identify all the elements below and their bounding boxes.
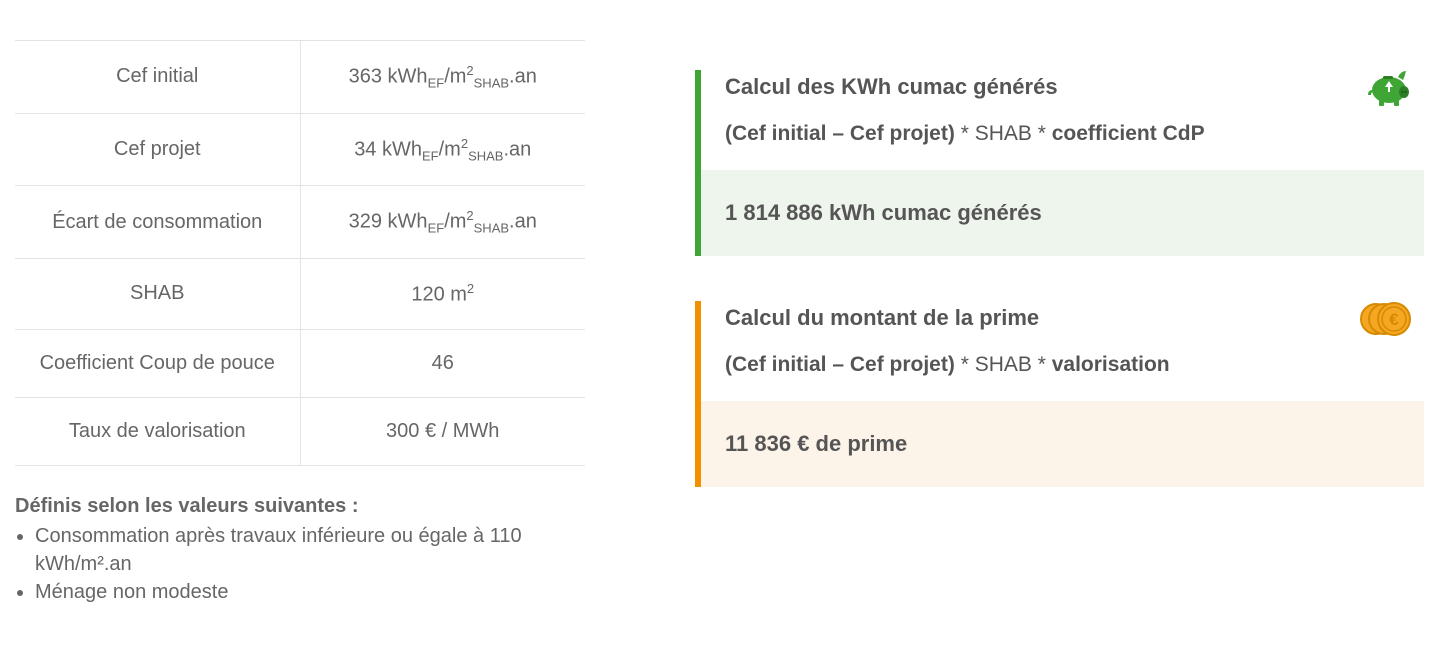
list-item: Consommation après travaux inférieure ou… bbox=[35, 522, 585, 578]
svg-text:€: € bbox=[1389, 310, 1399, 329]
table-row: Taux de valorisation300 € / MWh bbox=[15, 397, 585, 465]
coins-icon: € bbox=[1360, 299, 1414, 339]
calc-prime-title: Calcul du montant de la prime bbox=[725, 301, 1400, 331]
table-row: Coefficient Coup de pouce46 bbox=[15, 329, 585, 397]
table-label: Cef projet bbox=[15, 113, 300, 186]
calc-box-kwh: Calcul des KWh cumac générés (Cef initia… bbox=[695, 70, 1424, 256]
table-value: 329 kWhEF/m2SHAB.an bbox=[300, 186, 585, 259]
table-label: Écart de consommation bbox=[15, 186, 300, 259]
calc-kwh-result: 1 814 886 kWh cumac générés bbox=[701, 170, 1424, 256]
piggy-icon bbox=[1366, 68, 1414, 108]
notes-title: Définis selon les valeurs suivantes : bbox=[15, 492, 585, 520]
table-row: Écart de consommation329 kWhEF/m2SHAB.an bbox=[15, 186, 585, 259]
table-value: 300 € / MWh bbox=[300, 397, 585, 465]
list-item: Ménage non modeste bbox=[35, 578, 585, 606]
calc-kwh-formula: (Cef initial – Cef projet) * SHAB * coef… bbox=[725, 122, 1400, 146]
notes-block: Définis selon les valeurs suivantes : Co… bbox=[15, 492, 585, 606]
table-label: SHAB bbox=[15, 258, 300, 329]
calc-prime-formula: (Cef initial – Cef projet) * SHAB * valo… bbox=[725, 353, 1400, 377]
table-row: Cef projet34 kWhEF/m2SHAB.an bbox=[15, 113, 585, 186]
table-label: Cef initial bbox=[15, 41, 300, 114]
table-value: 120 m2 bbox=[300, 258, 585, 329]
table-row: SHAB120 m2 bbox=[15, 258, 585, 329]
calc-kwh-title: Calcul des KWh cumac générés bbox=[725, 70, 1400, 100]
calc-box-prime: Calcul du montant de la prime (Cef initi… bbox=[695, 301, 1424, 487]
parameters-table: Cef initial363 kWhEF/m2SHAB.anCef projet… bbox=[15, 40, 585, 466]
calc-prime-result: 11 836 € de prime bbox=[701, 401, 1424, 487]
table-row: Cef initial363 kWhEF/m2SHAB.an bbox=[15, 41, 585, 114]
notes-list: Consommation après travaux inférieure ou… bbox=[15, 522, 585, 606]
table-label: Taux de valorisation bbox=[15, 397, 300, 465]
table-label: Coefficient Coup de pouce bbox=[15, 329, 300, 397]
table-value: 46 bbox=[300, 329, 585, 397]
table-value: 34 kWhEF/m2SHAB.an bbox=[300, 113, 585, 186]
table-value: 363 kWhEF/m2SHAB.an bbox=[300, 41, 585, 114]
